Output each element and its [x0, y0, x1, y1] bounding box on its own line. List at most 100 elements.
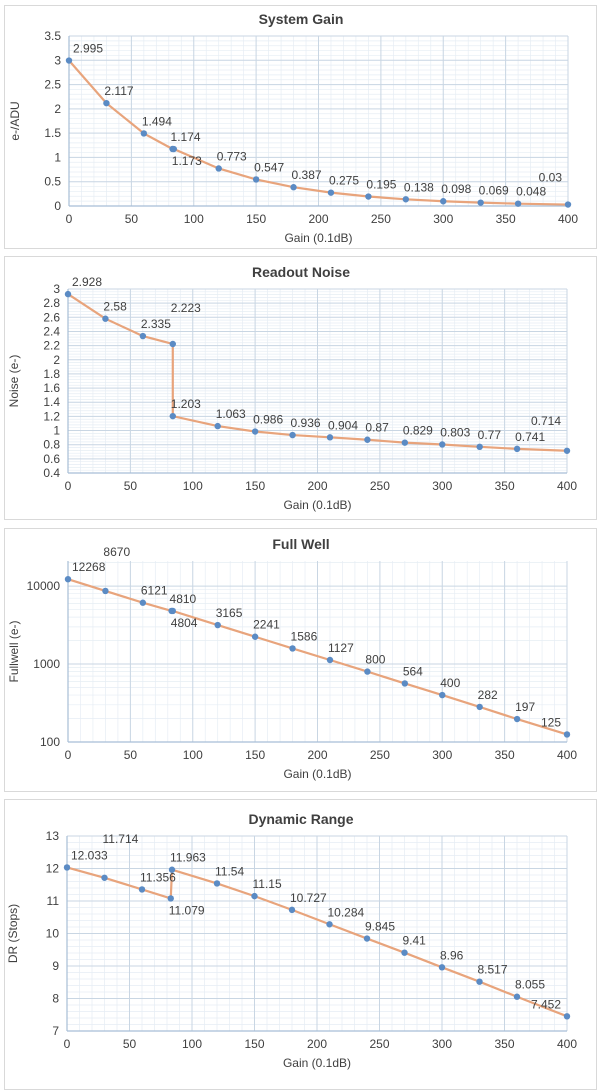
x-axis-title: Gain (0.1dB)	[284, 231, 352, 245]
data-label: 1.203	[171, 397, 201, 411]
data-point	[169, 340, 176, 348]
data-point	[290, 184, 297, 191]
data-point	[65, 57, 73, 64]
data-label: 2241	[253, 618, 280, 632]
x-tick-label: 350	[495, 479, 515, 493]
data-label: 2.995	[73, 42, 103, 56]
chart-svg: 0 50 100 150 200 250 300 350 400 0.40.60.811.21.4…	[7, 264, 577, 512]
data-point	[440, 198, 447, 205]
y-tick-label: 3	[53, 282, 60, 296]
data-point	[476, 703, 483, 711]
x-tick-label: 350	[495, 748, 515, 762]
data-point	[439, 691, 446, 699]
y-tick-label: 10000	[27, 579, 61, 593]
chart-panel-system-gain: 0 50 100 150 200 250 300 350 400 0 0.5 1 1.5 2 2.5 3 3.5…	[4, 5, 597, 249]
chart-panel-full-well: 0 50 100 150 200 250 300 350 400 100 1000 10000 Full…	[4, 528, 597, 792]
data-point	[63, 864, 71, 871]
data-point	[476, 443, 483, 451]
data-label: 125	[541, 715, 561, 729]
y-tick-label: 1.2	[43, 409, 60, 423]
data-label: 2.928	[72, 275, 102, 289]
data-point	[513, 715, 521, 723]
y-tick-label: 3.5	[44, 29, 61, 43]
data-point	[476, 978, 483, 985]
x-tick-label: 350	[496, 212, 516, 226]
data-point	[101, 874, 108, 881]
data-point	[326, 656, 334, 664]
x-tick-label: 400	[558, 212, 578, 226]
data-point	[513, 993, 521, 1000]
data-label: 0.773	[217, 149, 247, 163]
data-label: 11.54	[215, 864, 244, 878]
y-tick-label: 1	[53, 424, 60, 438]
data-label: 0.87	[365, 421, 389, 435]
data-point	[326, 434, 334, 441]
data-label: 8.517	[478, 963, 508, 977]
data-label: 12268	[72, 560, 106, 574]
data-point	[401, 439, 409, 446]
data-label: 1.063	[216, 407, 246, 421]
data-point	[439, 441, 446, 448]
y-tick-label: 0.6	[43, 452, 60, 466]
data-point	[438, 964, 446, 971]
data-point	[563, 447, 571, 454]
data-label: 7.452	[531, 997, 561, 1011]
y-tick-label: 0.5	[44, 175, 61, 189]
data-point	[251, 892, 258, 900]
x-tick-label: 100	[183, 748, 203, 762]
x-tick-label: 300	[432, 1037, 452, 1051]
data-label: 0.547	[254, 160, 284, 174]
data-point	[513, 445, 521, 453]
data-label: 0.77	[478, 428, 502, 442]
x-axis-title: Gain (0.1dB)	[283, 1056, 351, 1070]
x-tick-label: 200	[307, 479, 327, 493]
y-tick-label: 1	[54, 150, 61, 164]
y-tick-label: 8	[52, 992, 59, 1006]
data-label: 11.714	[103, 832, 139, 846]
data-point	[140, 130, 148, 137]
y-tick-label: 2	[53, 353, 60, 367]
chart-svg: 0 50 100 150 200 250 300 350 400 100 1000 10000 Full…	[7, 536, 577, 781]
data-label: 0.048	[516, 185, 546, 199]
data-point	[169, 412, 176, 420]
data-point	[170, 145, 177, 153]
data-label: 282	[478, 688, 498, 702]
data-label: 0.387	[292, 168, 322, 182]
x-tick-label: 200	[307, 748, 327, 762]
x-tick-label: 250	[369, 1037, 389, 1051]
x-tick-label: 100	[183, 479, 203, 493]
y-tick-label: 100	[40, 735, 60, 749]
data-point	[364, 436, 371, 443]
data-point	[477, 199, 484, 206]
x-tick-label: 250	[371, 212, 391, 226]
y-tick-label: 2.5	[44, 78, 61, 92]
data-label: 1.174	[171, 130, 201, 144]
x-tick-label: 400	[557, 748, 577, 762]
data-point	[514, 200, 522, 207]
data-label: 197	[515, 700, 535, 714]
x-tick-label: 100	[184, 212, 204, 226]
data-point	[139, 599, 147, 606]
data-label: 2.58	[103, 300, 127, 314]
data-label: 3165	[216, 606, 243, 620]
data-point	[215, 165, 222, 172]
x-tick-label: 50	[124, 748, 138, 762]
x-tick-label: 300	[433, 212, 453, 226]
data-label: 0.986	[253, 413, 283, 427]
y-tick-label: 2.8	[43, 296, 60, 310]
data-point	[102, 587, 109, 595]
data-label: 0.904	[328, 418, 358, 432]
data-label: 4804	[171, 616, 198, 630]
data-point	[138, 886, 146, 893]
data-label: 9.41	[403, 934, 427, 948]
data-point	[363, 935, 371, 942]
data-label: 11.079	[169, 903, 205, 917]
data-point	[327, 189, 335, 196]
chart-panel-dynamic-range: 0 50 100 150 200 250 300 350 400 7 8 9 10 11 12 13 Dynam…	[4, 799, 597, 1090]
y-tick-label: 0	[54, 199, 61, 213]
chart-title: Full Well	[272, 536, 329, 552]
data-point	[288, 906, 296, 914]
chart-svg: 0 50 100 150 200 250 300 350 400 7 8 9 10 11 12 13 Dynam…	[6, 811, 577, 1070]
y-tick-label: 13	[46, 829, 60, 843]
data-point	[564, 201, 572, 208]
